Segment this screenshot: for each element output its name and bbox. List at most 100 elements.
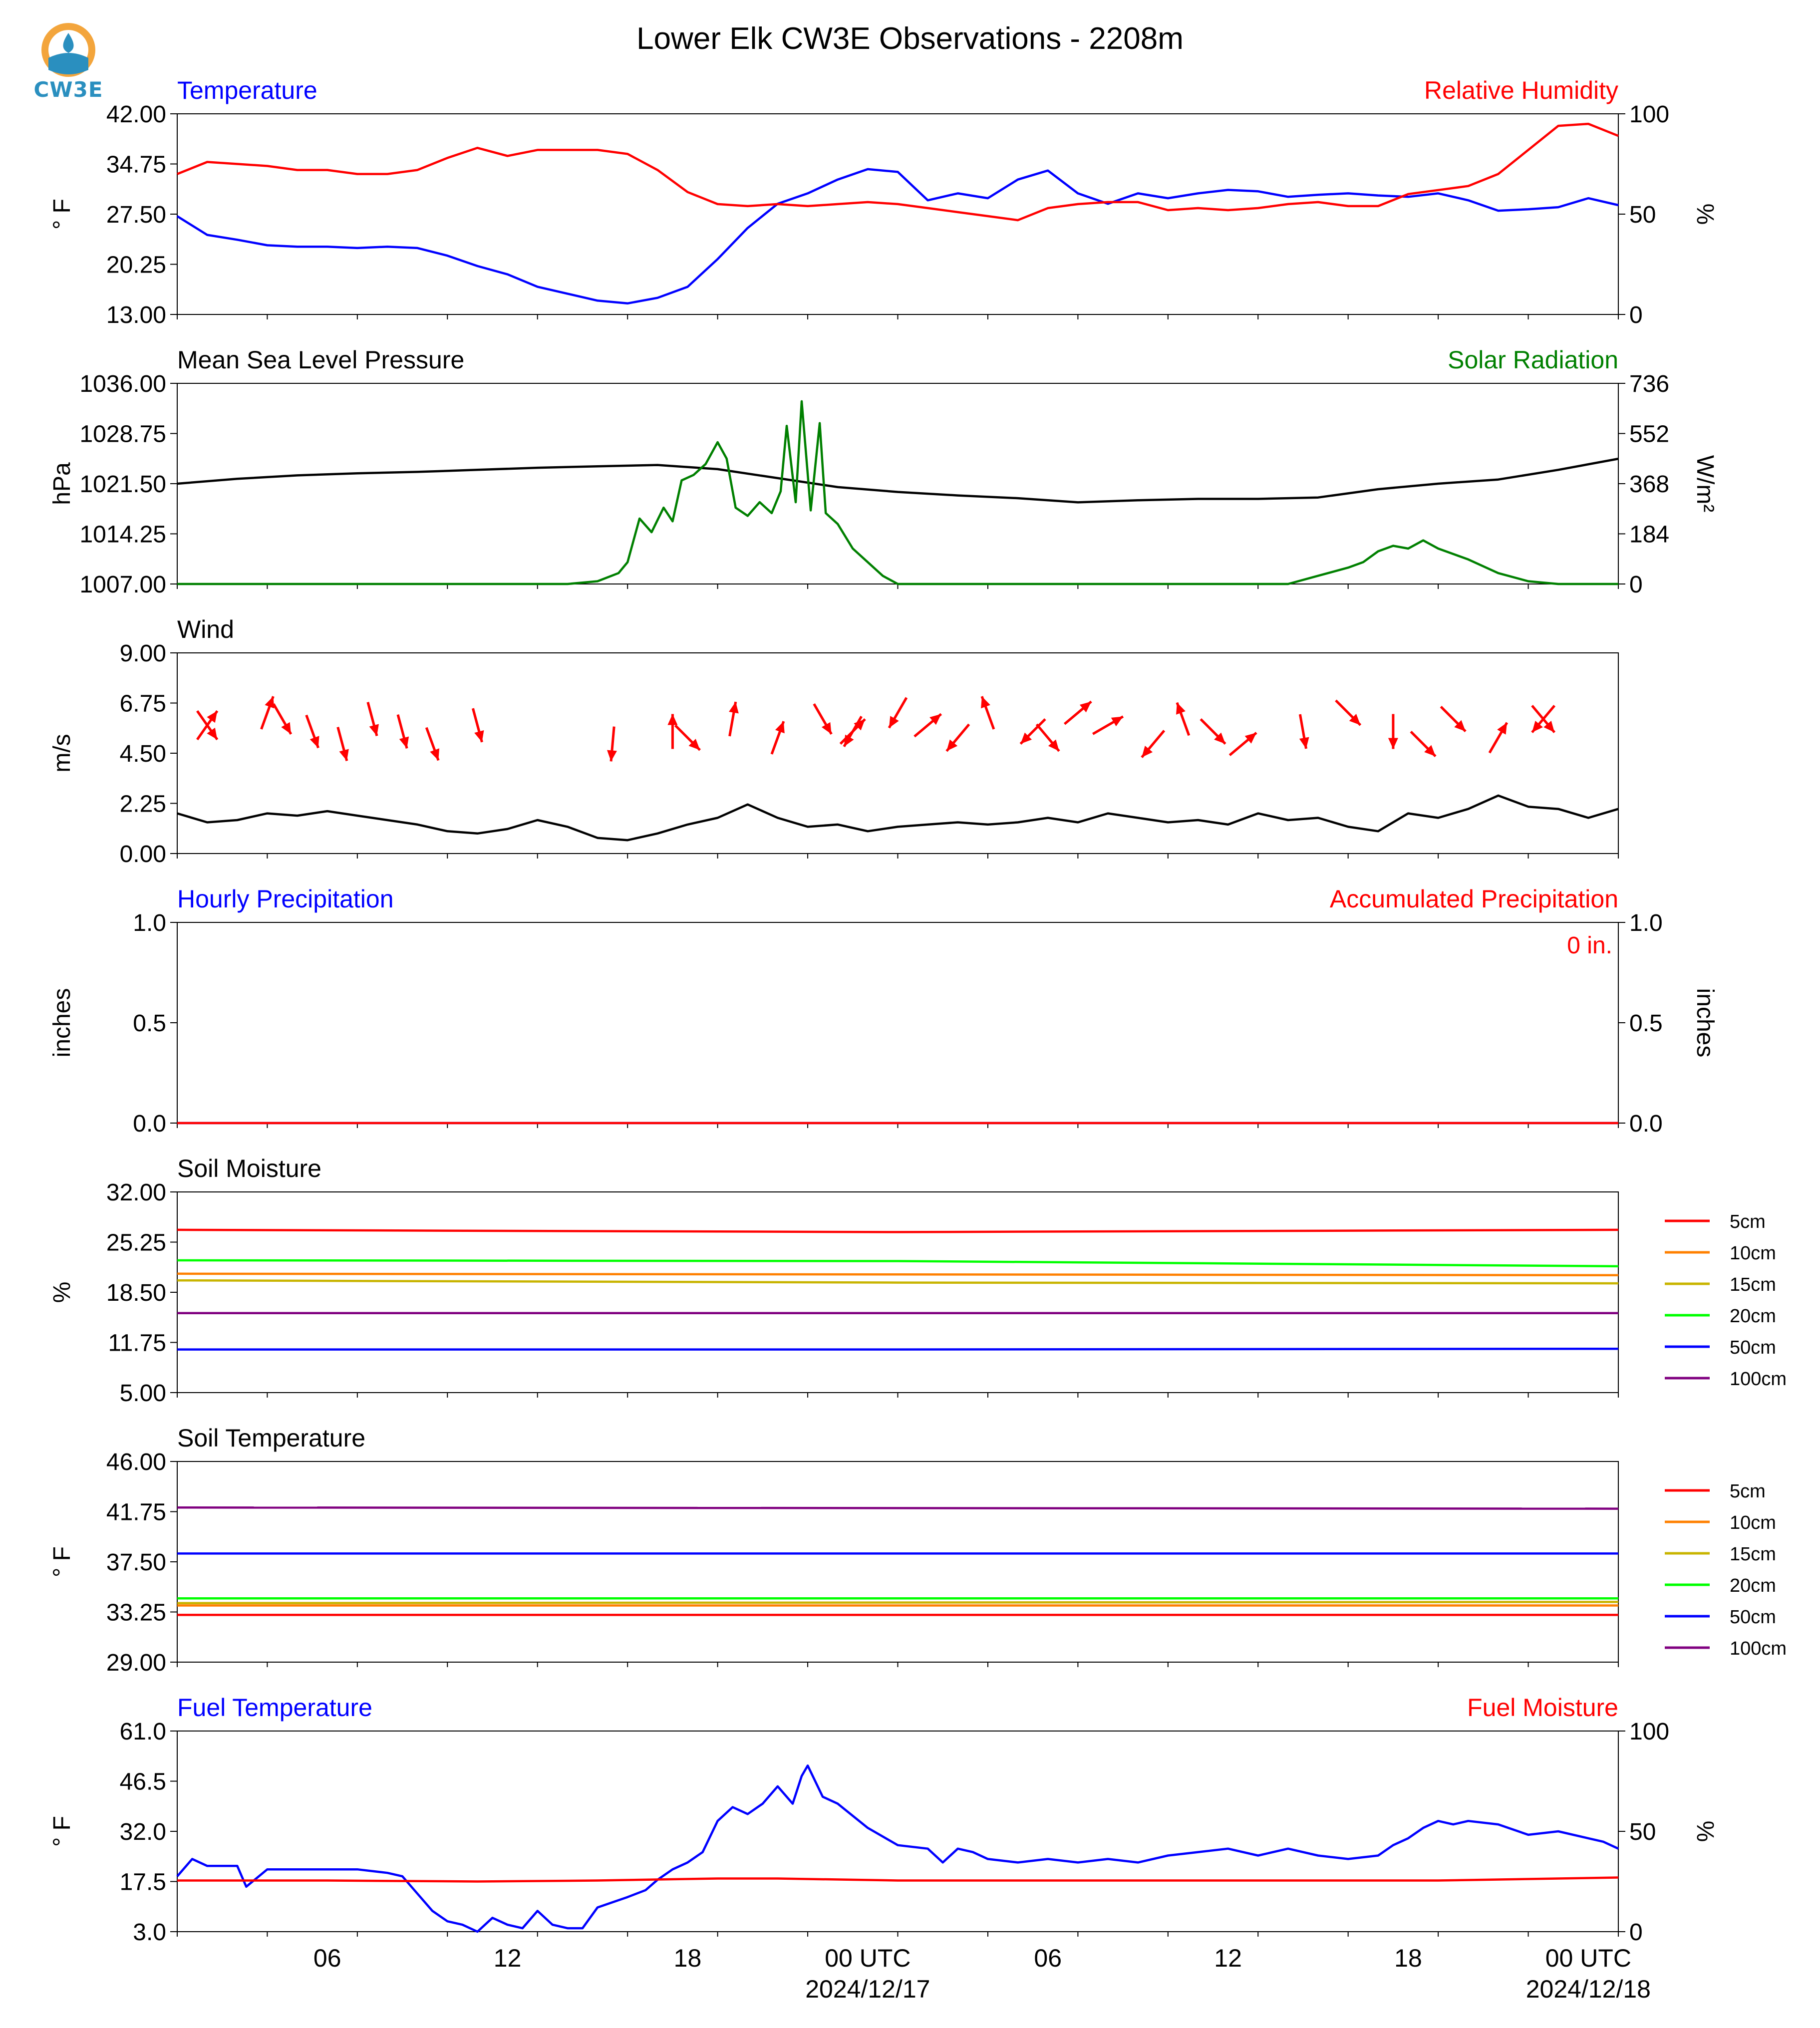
wind-arrow-head [1079,701,1092,713]
cw3e-logo [31,18,106,103]
panel-precipitation: 1.0 0.5 0.0 1.0 0.5 0.0 Hourly Precipitation Ac… [49,885,1718,1137]
soil-moisture-ytick-label-left: 25.25 [106,1230,166,1256]
temperature-humidity-series-temperature [176,168,1619,305]
logo-text: CW3E [33,77,103,102]
pressure-solar-ytick-label-left: 1036.00 [79,371,166,397]
wind-arrow-head [607,750,617,762]
pressure-solar-ytick-label-right: 184 [1629,522,1669,548]
temperature-humidity-ytick-label-left: 13.00 [106,302,166,328]
legend-label: 50cm [1730,1337,1776,1358]
wind-arrow-head [1349,714,1361,725]
temperature-humidity-ytick-label-left: 34.75 [106,152,166,178]
x-tick-label: 06 [313,1944,341,1972]
pressure-solar-ytick-label-right: 368 [1629,471,1669,498]
wind-arrow [1176,702,1191,736]
wind-arrow-head [339,749,349,761]
wind-arrow [336,727,349,761]
wind-arrow [1092,715,1124,735]
temperature-humidity-ytick-label-left: 20.25 [106,252,166,279]
wind-arrow-head [854,719,866,731]
soil-temperature-series-100cm [177,1506,1619,1510]
fuel-ytick-label-left: 3.0 [133,1919,166,1946]
precipitation-ylabel-right: inches [1692,988,1718,1058]
wind-arrow-head [399,736,409,749]
wind-arrow-head [1424,745,1436,757]
wind-arrow-head [207,711,218,723]
temperature-humidity-ylabel-left: ° F [49,199,75,230]
wind-arrow [1200,718,1226,745]
wind-arrow-head [1214,732,1225,744]
wind-arrow [1488,722,1509,754]
pressure-solar-ytick-label-right: 736 [1629,371,1669,397]
wind-arrow [607,726,617,762]
temperature-humidity-title-right: Relative Humidity [1424,76,1618,104]
wind-arrow [667,714,678,749]
wind-arrow-head [889,716,899,728]
soil-temperature-ylabel-left: ° F [49,1546,75,1577]
temperature-humidity-ytick-label-left: 27.50 [106,202,166,228]
x-tick-label: 00 UTC [1545,1944,1631,1972]
wind-arrow-head [369,724,379,736]
wind-arrow-head [946,739,958,751]
soil-moisture-series-15cm [177,1279,1619,1285]
wind-series-wind-speed [177,794,1619,842]
soil-temperature-ytick-label-left: 33.25 [106,1600,166,1626]
wind-arrow [813,703,833,735]
fuel-ytick-label-right: 50 [1629,1819,1656,1845]
fuel-ytick-label-right: 0 [1629,1919,1643,1946]
pressure-solar-ylabel-right: W/m² [1692,455,1718,513]
panel-soil-temperature: 46.00 41.75 37.50 33.25 29.00 Soil Temperatur… [49,1424,1787,1676]
precipitation-ytick-label-left: 0.0 [133,1111,166,1137]
precipitation-ytick-label-left: 0.5 [133,1010,166,1037]
wind-arrow [305,714,319,749]
wind-arrow-head [1497,722,1507,735]
wind-arrow-head [281,722,292,734]
temperature-humidity-ytick-label-right: 100 [1629,101,1669,128]
wind-ytick-label-left: 0.00 [120,841,166,868]
wind-arrow [366,702,379,736]
panel-temperature-humidity: 42.00 34.75 27.50 20.25 13.00 100 50 0 Temperatu… [49,76,1718,328]
soil-temperature-series-15cm [177,1601,1619,1605]
wind-ylabel-left: m/s [49,734,75,772]
wind-ytick-label-left: 9.00 [120,640,166,667]
soil-temperature-ytick-label-left: 29.00 [106,1650,166,1676]
pressure-solar-ytick-label-right: 0 [1629,572,1643,598]
wind-arrow-head [729,702,739,714]
soil-moisture-ytick-label-left: 32.00 [106,1179,166,1206]
temperature-humidity-frame [177,113,1619,315]
wind-arrow [945,723,970,752]
wind-arrow-head [1388,738,1398,749]
x-tick-label: 12 [1214,1944,1242,1972]
legend-label: 100cm [1730,1369,1787,1390]
x-tick-label: 00 UTC [825,1944,910,1972]
soil-moisture-ytick-label-left: 18.50 [106,1280,166,1306]
wind-arrow [260,696,275,730]
wind-frame [177,652,1619,854]
fuel-ytick-label-left: 32.0 [120,1819,166,1845]
wind-arrow-head [929,714,941,725]
legend-label: 5cm [1730,1211,1766,1232]
pressure-solar-ytick-label-left: 1014.25 [79,522,166,548]
legend-label: 5cm [1730,1481,1766,1502]
fuel-ylabel-left: ° F [49,1816,75,1847]
x-date-label: 2024/12/17 [805,1975,930,2003]
wind-arrow [1141,730,1166,758]
soil-temperature-ytick-label-left: 37.50 [106,1549,166,1576]
soil-moisture-ytick-label-left: 5.00 [120,1380,166,1407]
wind-arrow [980,696,995,730]
soil-moisture-series-10cm [177,1272,1619,1277]
wind-arrow [1063,700,1092,725]
wind-arrow-head [667,714,678,725]
pressure-solar-ytick-label-right: 552 [1629,421,1669,448]
temperature-humidity-series-relative-humidity [177,122,1619,222]
wind-arrow [396,714,409,749]
wind-arrow [1228,732,1257,756]
panel-fuel: 61.0 46.5 32.0 17.5 3.0 100 50 0 Fuel Temperatur… [49,1694,1718,1946]
wind-arrow [728,701,739,737]
precipitation-accum-value: 0 in. [1567,932,1612,959]
precipitation-ytick-label-right: 0.5 [1629,1010,1663,1037]
legend-label: 15cm [1730,1544,1776,1565]
wind-arrow-head [688,739,700,750]
wind-arrow [888,697,908,729]
